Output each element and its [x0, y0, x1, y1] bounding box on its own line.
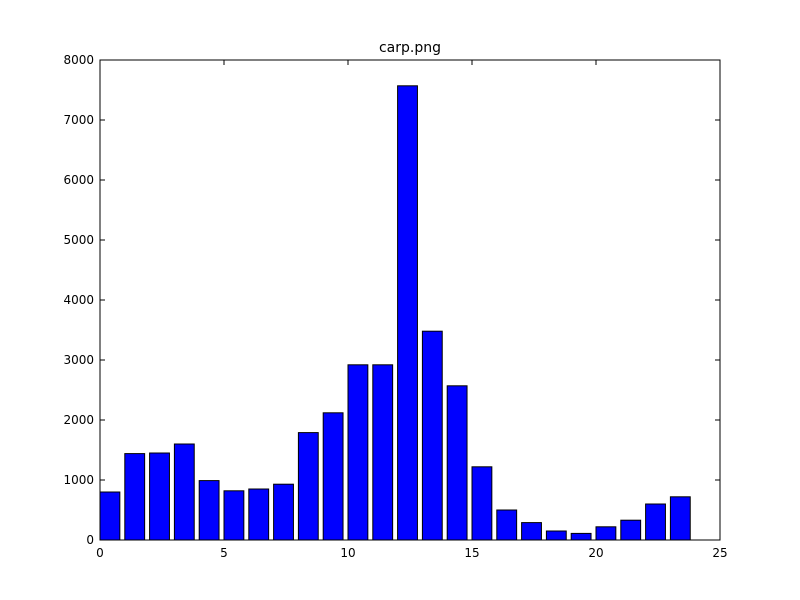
- x-axis: 0 5 10 15 20 25: [96, 60, 728, 560]
- bar: [595, 526, 617, 541]
- bar: [471, 466, 493, 541]
- y-tick-label: 2000: [63, 413, 94, 427]
- y-axis: 0 1000 2000 3000 4000 5000 6000 7000 8000: [63, 53, 720, 547]
- bar: [545, 530, 567, 541]
- bar: [322, 412, 344, 541]
- bar: [223, 490, 245, 541]
- bar: [198, 480, 220, 541]
- bar: [645, 503, 666, 541]
- x-tick-label: 10: [340, 546, 355, 560]
- y-tick-label: 6000: [63, 173, 94, 187]
- bar: [421, 330, 443, 541]
- bar: [297, 432, 319, 541]
- bar: [397, 85, 418, 541]
- bar: [248, 488, 270, 541]
- y-tick-label: 4000: [63, 293, 94, 307]
- x-tick-label: 20: [588, 546, 603, 560]
- y-tick-label: 3000: [63, 353, 94, 367]
- x-tick-label: 25: [712, 546, 727, 560]
- x-tick-label: 5: [220, 546, 228, 560]
- y-tick-label: 8000: [63, 53, 94, 67]
- y-tick-label: 1000: [63, 473, 94, 487]
- bar: [124, 453, 146, 541]
- bar: [99, 491, 121, 541]
- chart-title: carp.png: [379, 40, 441, 56]
- bar: [521, 522, 542, 541]
- bar: [620, 519, 642, 541]
- x-tick-label: 0: [96, 546, 104, 560]
- bar: [446, 385, 468, 541]
- bar: [173, 443, 195, 541]
- bar: [496, 509, 518, 541]
- y-tick-label: 0: [86, 533, 94, 547]
- bar: [149, 452, 170, 541]
- bar: [273, 483, 294, 541]
- x-tick-label: 15: [464, 546, 479, 560]
- bar: [669, 496, 691, 541]
- y-tick-label: 5000: [63, 233, 94, 247]
- bar: [570, 532, 592, 541]
- y-tick-label: 7000: [63, 113, 94, 127]
- bar: [347, 364, 369, 541]
- bar: [372, 364, 394, 541]
- bars-group: [99, 85, 691, 541]
